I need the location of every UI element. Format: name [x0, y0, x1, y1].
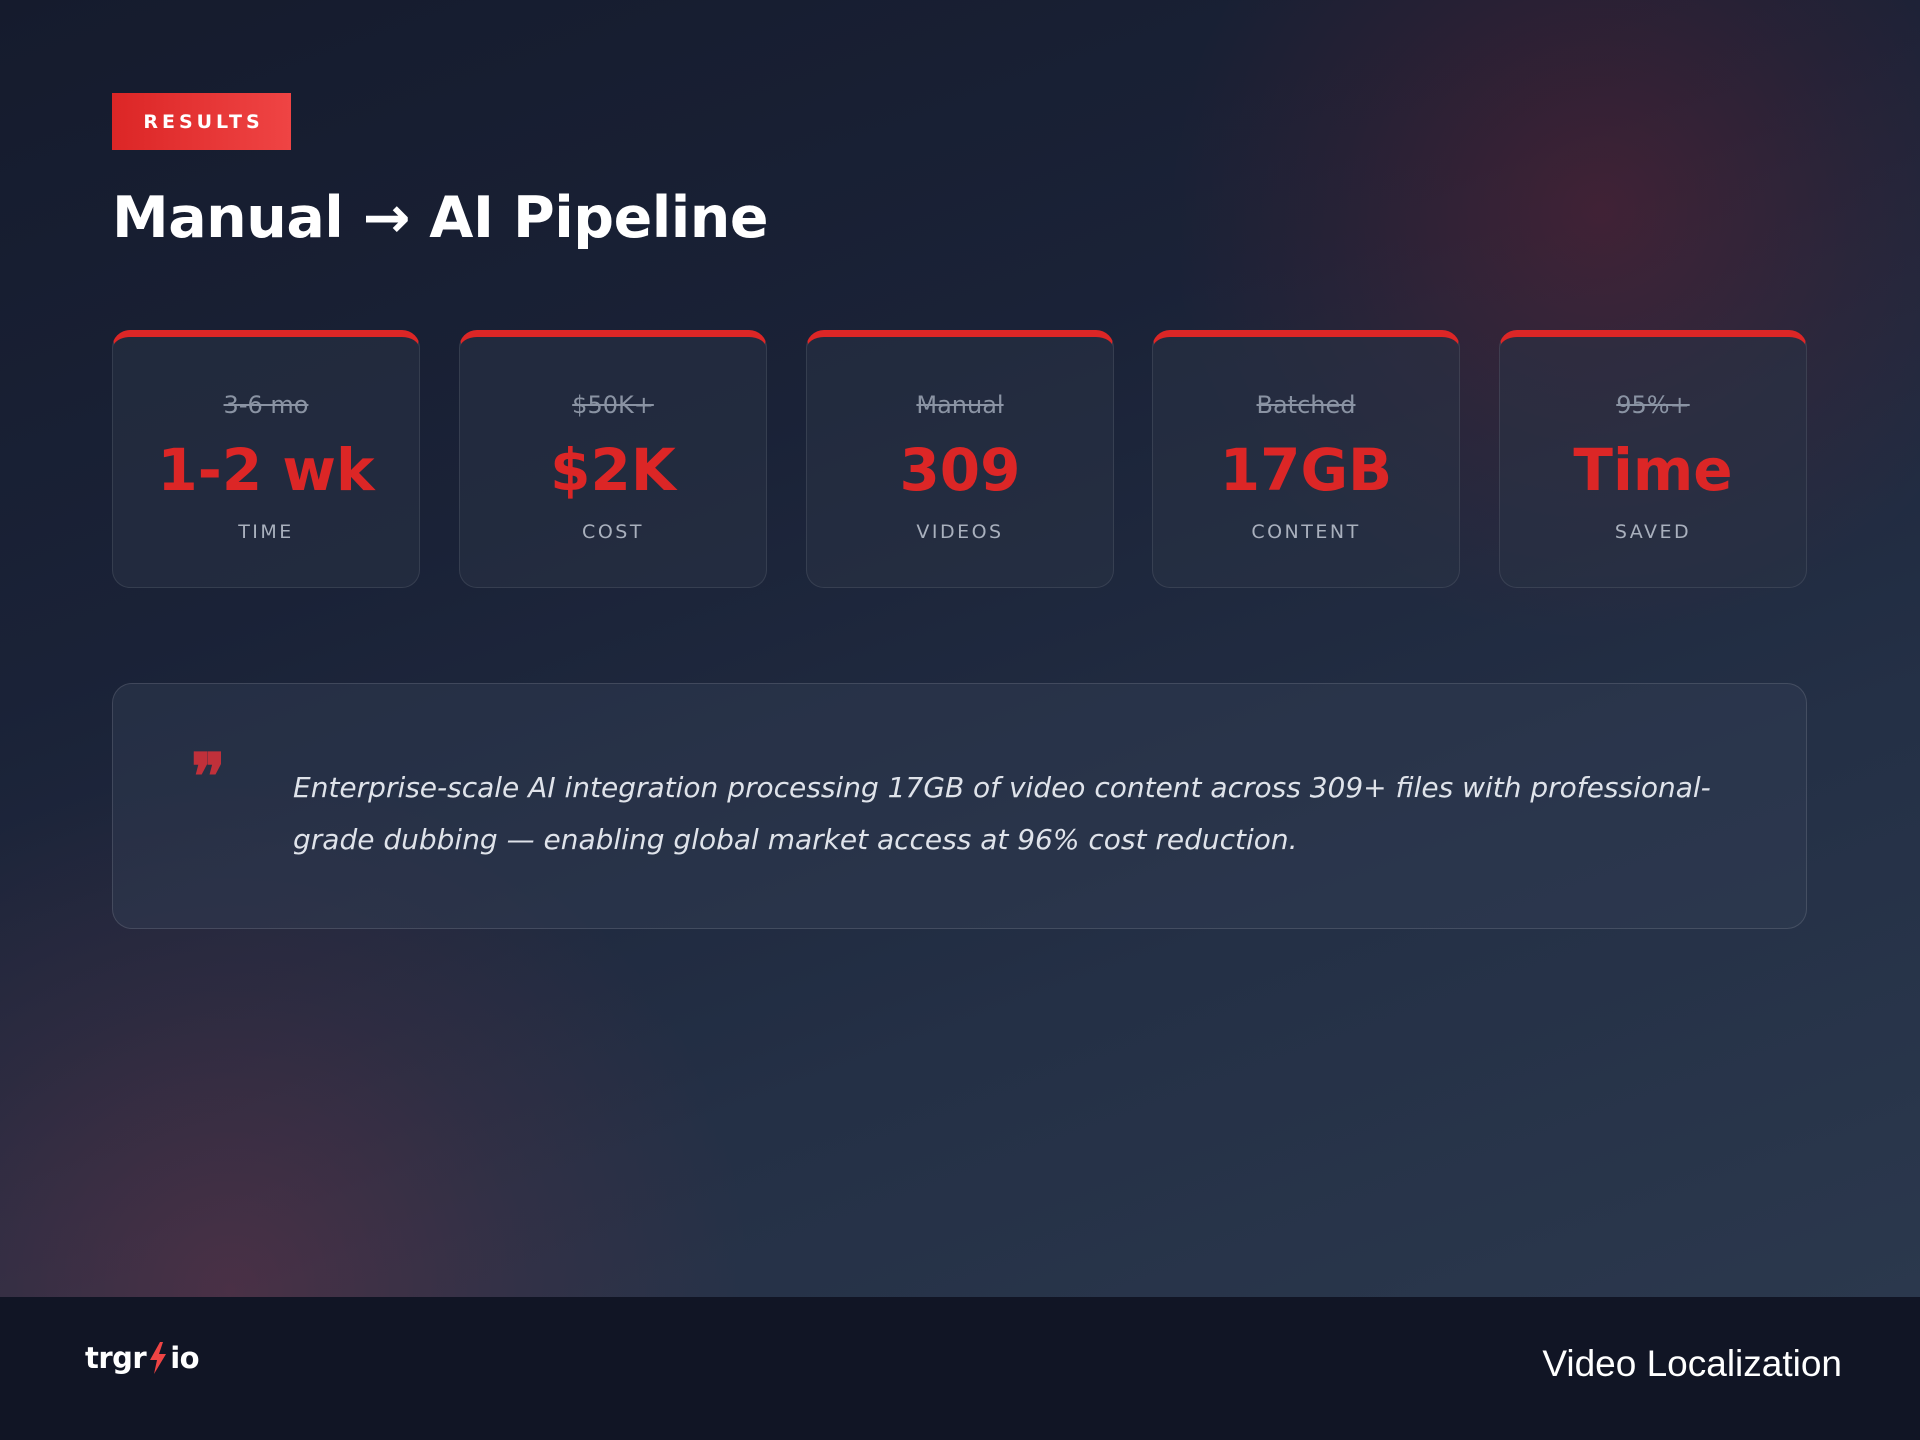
logo-text-right: io: [170, 1341, 200, 1375]
quote-icon: ❞: [191, 740, 226, 815]
metric-card-time: 3-6 mo 1-2 wk TIME: [112, 330, 420, 588]
metric-card-saved: 95%+ Time SAVED: [1499, 330, 1807, 588]
metric-value: Time: [1573, 436, 1733, 504]
metric-card-videos: Manual 309 VIDEOS: [806, 330, 1114, 588]
metric-old-value: 95%+: [1616, 391, 1690, 419]
footer: trgr io Video Localization: [0, 1297, 1920, 1440]
metric-label: CONTENT: [1251, 521, 1361, 543]
metric-value: 17GB: [1219, 436, 1393, 504]
metric-card-cost: $50K+ $2K COST: [459, 330, 767, 588]
quote-text: Enterprise-scale AI integration processi…: [293, 771, 1711, 856]
metric-value: 1-2 wk: [157, 436, 375, 504]
metric-old-value: Manual: [916, 391, 1004, 419]
lightning-bolt-icon: [150, 1342, 167, 1374]
footer-section-title: Video Localization: [1542, 1343, 1842, 1384]
metric-value: 309: [899, 436, 1021, 504]
metric-label: COST: [582, 521, 644, 543]
logo-text-left: trgr: [85, 1341, 147, 1375]
section-badge: RESULTS: [112, 93, 291, 150]
page-title: Manual → AI Pipeline: [112, 185, 769, 251]
metric-old-value: 3-6 mo: [223, 391, 309, 419]
metric-card-content: Batched 17GB CONTENT: [1152, 330, 1460, 588]
metric-label: SAVED: [1614, 521, 1692, 543]
metric-label: VIDEOS: [916, 521, 1004, 543]
metric-old-value: Batched: [1256, 391, 1356, 419]
background: [0, 0, 1920, 1297]
quote-card: ❞ Enterprise-scale AI integration proces…: [112, 683, 1807, 929]
metric-label: TIME: [238, 521, 294, 543]
metric-old-value: $50K+: [572, 391, 654, 419]
brand-logo[interactable]: trgr io: [85, 1341, 200, 1375]
metric-value: $2K: [550, 436, 676, 504]
